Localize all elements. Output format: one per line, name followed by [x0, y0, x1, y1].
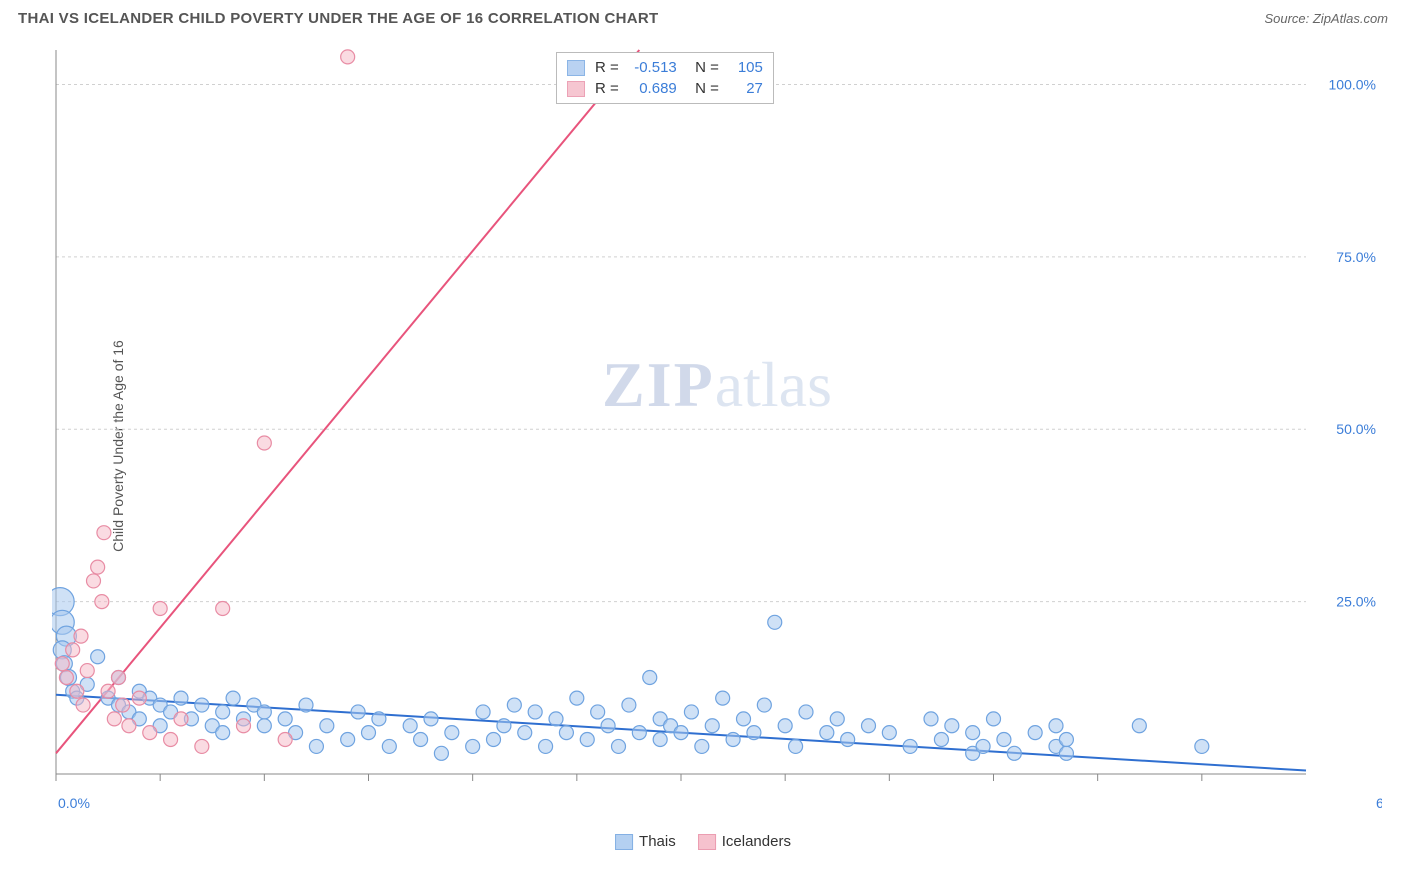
legend-item: Thais	[615, 833, 676, 850]
svg-text:60.0%: 60.0%	[1376, 795, 1382, 811]
legend-swatch	[567, 60, 585, 76]
chart-header: THAI VS ICELANDER CHILD POVERTY UNDER TH…	[0, 0, 1406, 33]
legend-swatch	[567, 81, 585, 97]
legend-swatch	[615, 834, 633, 850]
legend-item: Icelanders	[698, 833, 791, 850]
series-legend: Thais Icelanders	[615, 833, 791, 850]
chart-source: Source: ZipAtlas.com	[1264, 11, 1388, 26]
svg-text:100.0%: 100.0%	[1329, 76, 1376, 92]
stat-r-label: R =	[595, 59, 619, 76]
plot-area: 25.0%50.0%75.0%100.0%0.0%60.0% ZIPatlas …	[52, 46, 1382, 816]
stat-n-label: N =	[687, 59, 719, 76]
stats-row: R = 0.689 N = 27	[565, 78, 765, 99]
svg-text:50.0%: 50.0%	[1336, 421, 1376, 437]
stat-n-value: 27	[729, 80, 763, 97]
svg-text:75.0%: 75.0%	[1336, 249, 1376, 265]
stat-n-label: N =	[687, 80, 719, 97]
chart-title: THAI VS ICELANDER CHILD POVERTY UNDER TH…	[18, 10, 658, 27]
legend-swatch	[698, 834, 716, 850]
correlation-stats-box: R = -0.513 N = 105 R = 0.689 N = 27	[556, 52, 774, 104]
svg-text:0.0%: 0.0%	[58, 795, 90, 811]
scatter-svg: 25.0% 50.0% 75.0% 100.0% 0.0% 60.0%	[52, 46, 1382, 816]
stat-r-label: R =	[595, 80, 619, 97]
legend-label: Icelanders	[722, 833, 791, 850]
stats-row: R = -0.513 N = 105	[565, 57, 765, 78]
stat-r-value: -0.513	[629, 59, 677, 76]
stat-n-value: 105	[729, 59, 763, 76]
legend-label: Thais	[639, 833, 676, 850]
chart-container: Child Poverty Under the Age of 16 25.0%5…	[0, 36, 1406, 856]
svg-text:25.0%: 25.0%	[1336, 594, 1376, 610]
stat-r-value: 0.689	[629, 80, 677, 97]
